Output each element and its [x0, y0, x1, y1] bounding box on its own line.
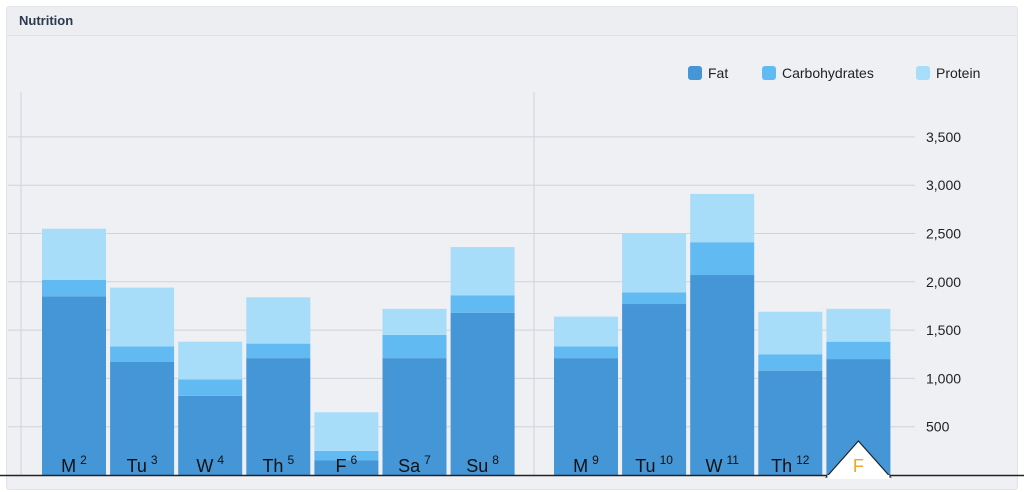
- bar-carbohydrates-1: [42, 279, 106, 297]
- bar-protein-11: [758, 311, 823, 355]
- bar-carbohydrates-10: [690, 242, 755, 276]
- legend-swatch-fat: [688, 66, 702, 80]
- x-tick-label: F: [853, 456, 864, 476]
- bar-protein-4: [246, 297, 311, 344]
- bar-protein-9: [622, 233, 687, 293]
- bar-protein-10: [690, 193, 755, 243]
- bar-carbohydrates-2: [110, 346, 175, 362]
- y-tick-label: 500: [926, 419, 950, 435]
- y-tick-label: 3,000: [926, 177, 961, 193]
- y-tick-label: 2,000: [926, 274, 961, 290]
- bar-protein-2: [110, 287, 175, 347]
- bar-protein-7: [450, 247, 515, 296]
- bar-carbohydrates-4: [246, 343, 311, 359]
- legend-label-carbohydrates: Carbohydrates: [782, 65, 874, 81]
- bar-fat-9: [622, 304, 687, 475]
- bar-fat-4: [246, 358, 311, 475]
- bar-carbohydrates-6: [382, 334, 447, 359]
- bar-carbohydrates-7: [450, 295, 515, 313]
- bar-protein-1: [42, 228, 106, 280]
- legend-swatch-carbohydrates: [762, 66, 776, 80]
- bar-fat-2: [110, 361, 175, 475]
- bar-fat-5: [314, 460, 379, 475]
- bar-fat-10: [690, 275, 755, 475]
- bar-protein-3: [178, 341, 243, 380]
- bar-fat-7: [450, 312, 515, 475]
- y-tick-label: 1,000: [926, 370, 961, 386]
- bar-protein-6: [382, 308, 447, 335]
- bar-carbohydrates-3: [178, 379, 243, 396]
- x-tick-label: Th 5: [262, 453, 294, 476]
- x-tick-label: Th 12: [771, 453, 810, 476]
- bar-carbohydrates-5: [314, 450, 379, 461]
- legend-label-protein: Protein: [936, 65, 980, 81]
- bar-fat-3: [178, 395, 243, 475]
- panel-header: Nutrition: [7, 7, 1017, 36]
- x-tick-label: Tu 3: [127, 453, 158, 476]
- legend-label-fat: Fat: [708, 65, 728, 81]
- x-tick-label: Su 8: [466, 453, 499, 476]
- panel-title: Nutrition: [19, 13, 74, 28]
- bar-carbohydrates-9: [622, 292, 687, 305]
- bar-fat-6: [382, 358, 447, 475]
- bar-protein-12: [826, 308, 891, 342]
- x-tick-label: Sa 7: [398, 453, 431, 476]
- current-day-marker-base: [827, 475, 890, 479]
- bar-carbohydrates-11: [758, 354, 823, 371]
- x-tick-label: Tu 10: [635, 453, 673, 476]
- bar-carbohydrates-8: [554, 346, 618, 359]
- x-tick-label: W 11: [705, 453, 739, 476]
- bar-protein-8: [554, 316, 618, 347]
- bar-fat-1: [42, 296, 106, 475]
- legend-swatch-protein: [916, 66, 930, 80]
- bar-fat-8: [554, 358, 618, 475]
- bar-fat-11: [758, 370, 823, 475]
- y-tick-label: 3,500: [926, 129, 961, 145]
- bar-protein-5: [314, 412, 379, 451]
- bar-carbohydrates-12: [826, 341, 891, 360]
- y-tick-label: 2,500: [926, 226, 961, 242]
- y-tick-label: 1,500: [926, 322, 961, 338]
